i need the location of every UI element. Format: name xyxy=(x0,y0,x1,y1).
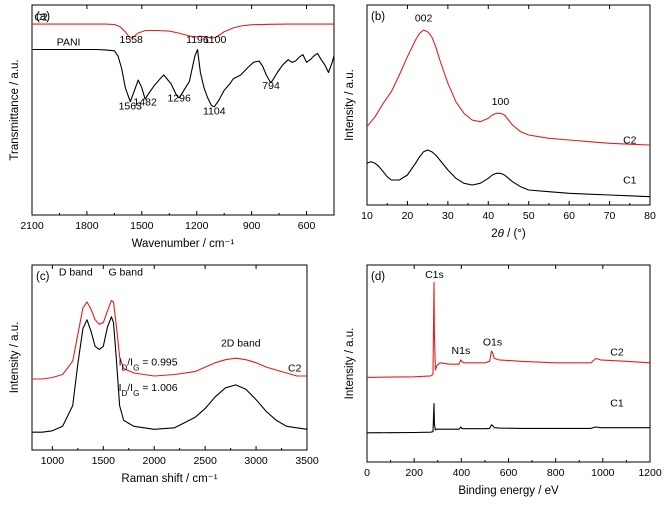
ratio-annotation: ID/IG = 1.006 xyxy=(119,382,178,398)
x-axis-label: 2θ / (°) xyxy=(491,228,526,240)
chart-panel-1: 2100 1800 1500 1200 900 600 C2 PANI 1558 11961100… xyxy=(9,4,335,250)
series-line-c1 xyxy=(32,316,308,433)
x-axis-label: Binding energy / eV xyxy=(458,485,559,497)
x-tick-label: 0 xyxy=(364,467,370,479)
x-tick-label: 2100 xyxy=(20,220,44,232)
panel-label: (c) xyxy=(36,271,50,283)
x-tick-label: 20 xyxy=(402,210,414,222)
panel-label: (d) xyxy=(371,271,385,283)
x-tick-label: 1200 xyxy=(638,467,662,479)
peak-annotation: C1 xyxy=(610,398,624,410)
peak-annotation: 002 xyxy=(415,13,433,25)
ratio-part-value: = 1.006 xyxy=(139,382,177,394)
x-tick-label: 2500 xyxy=(193,455,217,467)
peak-annotation: D band xyxy=(59,266,93,278)
x-tick-label: 200 xyxy=(405,467,423,479)
series-line-c2 xyxy=(366,281,651,378)
x-tick-label: 1800 xyxy=(75,220,99,232)
x-tick-label: 70 xyxy=(604,210,616,222)
x-tick-label: 2000 xyxy=(143,455,167,467)
ratio-part-text_main: I xyxy=(119,357,122,369)
peak-annotation: 2D band xyxy=(221,337,261,349)
ratio-part-value: = 0.995 xyxy=(139,357,177,369)
x-tick-label: 50 xyxy=(523,210,535,222)
series-line-c1 xyxy=(366,149,651,198)
peak-annotation: C1 xyxy=(623,174,637,186)
y-axis-label: Transmittance / a.u. xyxy=(9,59,21,160)
series-line-c1 xyxy=(366,403,650,434)
x-axis-label-suffix: / (°) xyxy=(504,228,526,240)
x-tick-label: 1000 xyxy=(41,455,65,467)
peak-annotation: 1104 xyxy=(203,105,226,117)
peak-annotation: 1296 xyxy=(167,93,191,105)
series-line-c2 xyxy=(32,23,334,39)
x-tick-label: 80 xyxy=(644,210,656,222)
panel-label: (b) xyxy=(371,11,385,23)
x-tick-label: 3500 xyxy=(295,455,319,467)
ratio-annotation: ID/IG = 0.995 xyxy=(119,357,178,373)
ratio-part-sub2: G xyxy=(133,388,139,397)
x-tick-label: 400 xyxy=(453,467,471,479)
x-tick-label: 60 xyxy=(563,210,575,222)
x-axis-label: Wavenumber / cm⁻¹ xyxy=(132,238,235,250)
series-line-c2 xyxy=(32,299,307,380)
peak-annotation: C2 xyxy=(623,134,637,146)
peak-annotation: O1s xyxy=(483,336,502,348)
plot-frame xyxy=(31,4,335,216)
peak-annotation: 1482 xyxy=(133,97,157,109)
peak-annotation: 1563 xyxy=(119,100,143,112)
ratio-part-sub2: G xyxy=(133,363,139,372)
ratio-part-mid: /I xyxy=(127,382,133,394)
peak-annotation: C1s xyxy=(425,269,444,281)
peak-annotation: C2 xyxy=(288,363,302,375)
x-axis-label-prefix: 2 xyxy=(491,228,497,240)
x-axis-label-theta: θ xyxy=(498,228,505,240)
chart-panel-3: 1000 1500 2000 2500 3000 3500 D band G band 2D b… xyxy=(9,264,319,485)
y-axis-label: Intensity / a.u. xyxy=(344,69,356,141)
x-tick-label: 600 xyxy=(500,467,518,479)
x-tick-label: 600 xyxy=(298,220,316,232)
x-tick-label: 900 xyxy=(243,220,261,232)
x-tick-label: 30 xyxy=(442,210,454,222)
peak-annotation: N1s xyxy=(452,345,471,357)
series-line-pani xyxy=(32,48,335,108)
ratio-part-sub1: D xyxy=(121,363,127,372)
peak-annotation: 794 xyxy=(262,80,280,92)
plot-frame xyxy=(31,264,308,451)
peak-annotation: 1558 xyxy=(120,34,144,46)
x-tick-label: 40 xyxy=(482,210,494,222)
peak-annotation: 1100 xyxy=(204,34,227,46)
x-tick-label: 10 xyxy=(361,210,373,222)
x-tick-label: 1500 xyxy=(92,455,116,467)
peak-annotation: 1196 xyxy=(186,34,209,46)
x-tick-label: 1000 xyxy=(591,467,615,479)
chart-panel-2: 10 20 30 40 50 60 70 80 002 100 C2 C1 (b) 2θ / (°) Int… xyxy=(344,4,656,240)
x-tick-label: 3000 xyxy=(244,455,268,467)
chart-panel-4: 0 200 400 600 800 1000 1200 C1s N1s O1s C2 C1 (d) Bin… xyxy=(344,264,662,497)
series-line-c2 xyxy=(366,29,651,146)
x-axis-label: Raman shift / cm⁻¹ xyxy=(121,473,217,485)
x-tick-label: 800 xyxy=(547,467,565,479)
panel-label: (a) xyxy=(36,11,50,23)
x-tick-label: 1200 xyxy=(185,220,209,232)
ratio-part-sub1: D xyxy=(121,388,127,397)
peak-annotation: 100 xyxy=(492,96,510,108)
ratio-part-text_main: I xyxy=(119,382,122,394)
y-axis-label: Intensity / a.u. xyxy=(9,322,21,394)
y-axis-label: Intensity / a.u. xyxy=(344,328,356,400)
peak-annotation: C2 xyxy=(34,11,48,23)
peak-annotation: G band xyxy=(108,266,143,278)
ratio-part-mid: /I xyxy=(127,357,133,369)
x-tick-label: 1500 xyxy=(130,220,154,232)
peak-annotation: PANI xyxy=(57,37,81,49)
peak-annotation: C2 xyxy=(610,346,624,358)
